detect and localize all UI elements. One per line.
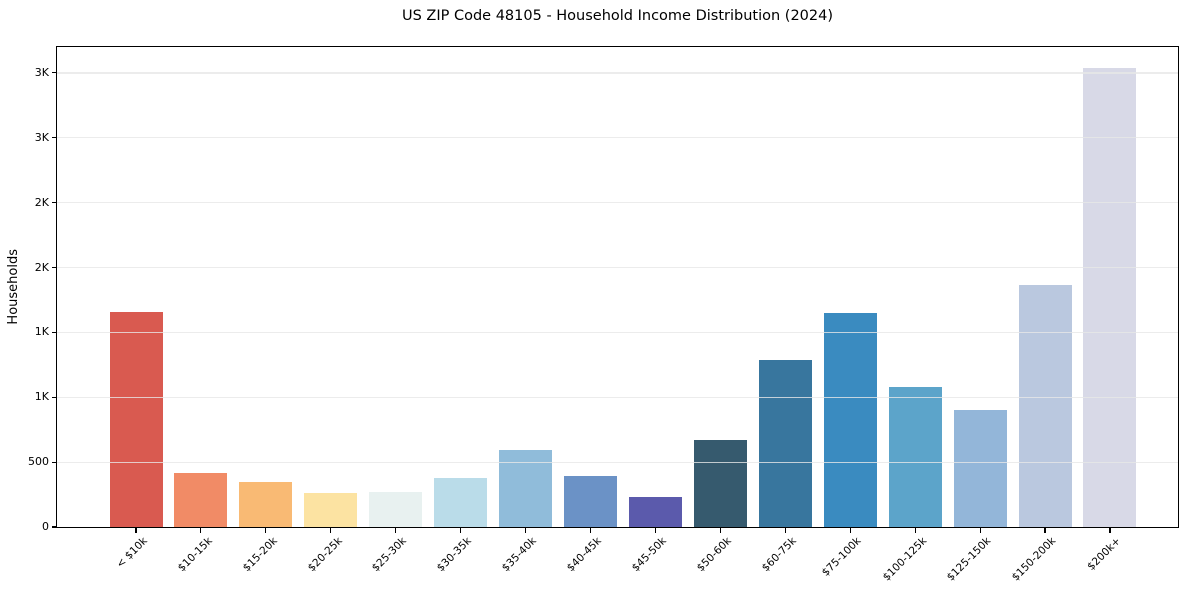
- y-tick-label: 1K: [34, 390, 49, 404]
- x-tick-mark: [135, 527, 137, 533]
- bar-$10-15k: [174, 472, 228, 527]
- y-tick-mark: [52, 396, 57, 398]
- bar-$60-75k: [758, 360, 812, 527]
- x-tick-label: $100-125k: [880, 535, 929, 584]
- x-tick-mark: [330, 527, 332, 533]
- x-tick-label: $150-200k: [1009, 535, 1059, 584]
- x-tick-label: $50-60k: [694, 535, 734, 575]
- x-tick-label: $35-40k: [500, 535, 540, 575]
- bar-$200k+: [1083, 67, 1137, 527]
- grid-layer: [57, 47, 1178, 527]
- x-tick-label: $40-45k: [564, 535, 604, 575]
- y-tick-mark: [52, 526, 57, 528]
- x-tick-mark: [1109, 527, 1111, 533]
- x-tick-label: $30-35k: [435, 535, 475, 575]
- x-tick-mark: [1044, 527, 1046, 533]
- bar-< $10k: [109, 312, 163, 527]
- x-tick-label: $75-100k: [819, 535, 864, 579]
- x-tick-mark: [265, 527, 267, 533]
- bar-$25-30k: [369, 491, 423, 527]
- x-tick-mark: [589, 527, 592, 533]
- gridline-1500: [57, 331, 1178, 333]
- bar-$30-35k: [434, 478, 488, 527]
- plot-area: [56, 46, 1179, 528]
- y-tick-mark: [52, 72, 57, 74]
- x-tick-label: $10-15k: [175, 535, 215, 575]
- bar-$20-25k: [304, 493, 358, 527]
- x-tick-mark: [395, 527, 397, 533]
- chart-title: US ZIP Code 48105 - Household Income Dis…: [401, 8, 834, 24]
- x-tick-label: $45-50k: [629, 535, 669, 575]
- x-tick-label: < $10k: [113, 535, 150, 571]
- x-tick-label: $200k+: [1085, 535, 1124, 573]
- x-tick-mark: [200, 527, 202, 533]
- bar-$45-50k: [628, 497, 682, 527]
- y-tick-label: 2K: [34, 195, 49, 209]
- gridline-3000: [57, 137, 1178, 139]
- y-tick-label: 0: [42, 520, 49, 533]
- y-tick-mark: [52, 137, 57, 139]
- x-tick-mark: [460, 527, 462, 533]
- x-tick-label: $15-20k: [240, 535, 280, 575]
- bar-$125-150k: [953, 409, 1007, 527]
- y-tick-mark: [52, 461, 57, 463]
- gridline-3500: [57, 72, 1178, 74]
- x-tick-mark: [849, 527, 851, 533]
- y-tick-mark: [52, 202, 57, 204]
- bar-$50-60k: [693, 440, 747, 527]
- x-tick-mark: [914, 527, 916, 533]
- x-tick-mark: [525, 527, 527, 533]
- x-tick-label: $60-75k: [759, 535, 799, 575]
- y-tick-label: 3K: [34, 130, 49, 144]
- bar-$15-20k: [239, 482, 293, 527]
- gridline-1000: [57, 396, 1178, 398]
- y-tick-label: 500: [28, 455, 49, 469]
- x-tick-label: $20-25k: [305, 535, 345, 575]
- x-tick-mark: [979, 527, 981, 533]
- y-tick-mark: [52, 331, 57, 333]
- x-tick-mark: [654, 527, 656, 533]
- x-tick-label: $25-30k: [370, 535, 410, 575]
- y-tick-label: 2K: [34, 260, 49, 274]
- gridline-500: [57, 461, 1178, 463]
- bar-$150-200k: [1018, 285, 1072, 527]
- bar-$75-100k: [823, 312, 877, 527]
- y-tick-mark: [52, 266, 57, 269]
- y-tick-label: 1K: [34, 325, 49, 339]
- gridline-2000: [57, 266, 1178, 269]
- y-tick-label: 3K: [34, 65, 49, 79]
- bar-$40-45k: [564, 475, 617, 527]
- gridline-2500: [57, 202, 1178, 204]
- bar-$100-125k: [888, 386, 942, 527]
- x-tick-mark: [719, 527, 721, 533]
- x-tick-mark: [784, 527, 786, 533]
- bars-layer: [57, 47, 1178, 527]
- x-tick-label: $125-150k: [945, 535, 994, 584]
